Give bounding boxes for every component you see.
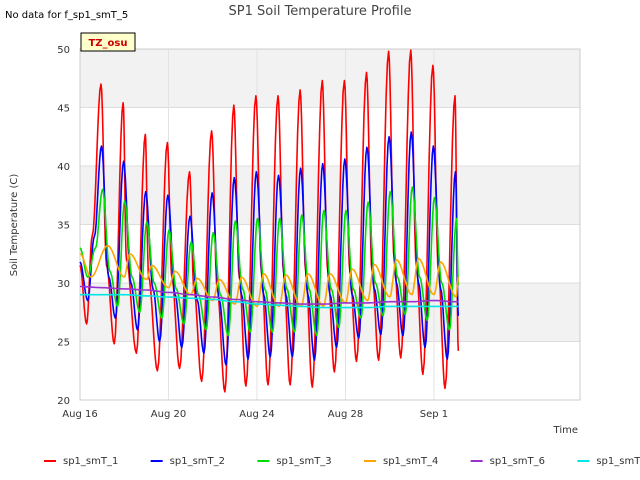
series-line-sp1_smT_2	[79, 131, 460, 366]
series-lines	[79, 49, 460, 393]
legend-label: sp1_smT_4	[383, 456, 438, 467]
y-tick-label: 20	[57, 396, 70, 407]
x-tick-label: Aug 28	[328, 409, 363, 420]
legend-label: sp1_smT_3	[276, 456, 331, 467]
legend-item: sp1_smT_2	[150, 456, 225, 467]
x-tick-label: Aug 24	[239, 409, 274, 420]
legend-label: sp1_smT_1	[63, 456, 118, 467]
series-line-sp1_smT_3	[79, 186, 460, 337]
background-band	[80, 49, 580, 108]
series-line-sp1_smT_6	[79, 285, 459, 305]
background-band	[80, 166, 580, 225]
y-axis-ticks: 20 25 30 35 40 45 50	[57, 45, 70, 407]
x-tick-label: Sep 1	[420, 409, 448, 420]
y-tick-label: 50	[57, 45, 70, 56]
legend-label: sp1_smT_6	[490, 456, 545, 467]
legend: sp1_smT_1 sp1_smT_2 sp1_smT_3 sp1_smT_4 sp1_…	[44, 456, 640, 467]
x-axis-ticks: Aug 16 Aug 20 Aug 24 Aug 28 Sep 1	[62, 409, 448, 420]
y-tick-label: 30	[57, 279, 70, 290]
legend-item: sp1_smT_4	[364, 456, 438, 467]
y-tick-label: 40	[57, 162, 70, 173]
x-tick-label: Aug 16	[62, 409, 97, 420]
y-axis-label: Soil Temperature (C)	[9, 174, 20, 277]
y-tick-label: 35	[57, 221, 70, 232]
legend-label: sp1_smT_7	[596, 456, 640, 467]
y-tick-label: 45	[57, 104, 70, 115]
background-band	[80, 341, 580, 400]
no-data-notice: No data for f_sp1_smT_5	[5, 10, 128, 21]
series-line-sp1_smT_4	[79, 244, 460, 308]
tz-badge-label: TZ_osu	[88, 38, 127, 49]
x-axis-label: Time	[553, 425, 578, 436]
x-tick-label: Aug 20	[151, 409, 186, 420]
legend-item: sp1_smT_7	[577, 456, 640, 467]
legend-item: sp1_smT_6	[470, 456, 545, 467]
tz-badge-box	[80, 32, 136, 52]
plot-background-bands	[80, 49, 580, 400]
y-tick-label: 25	[57, 338, 70, 349]
plot-frame	[79, 48, 581, 401]
series-line-sp1_smT_7	[80, 293, 459, 309]
legend-item: sp1_smT_3	[257, 456, 332, 467]
chart-title: SP1 Soil Temperature Profile	[229, 4, 412, 19]
background-band	[80, 107, 580, 166]
tz-badge: TZ_osu	[80, 32, 136, 52]
legend-label: sp1_smT_2	[170, 456, 225, 467]
legend-item: sp1_smT_1	[44, 456, 118, 467]
